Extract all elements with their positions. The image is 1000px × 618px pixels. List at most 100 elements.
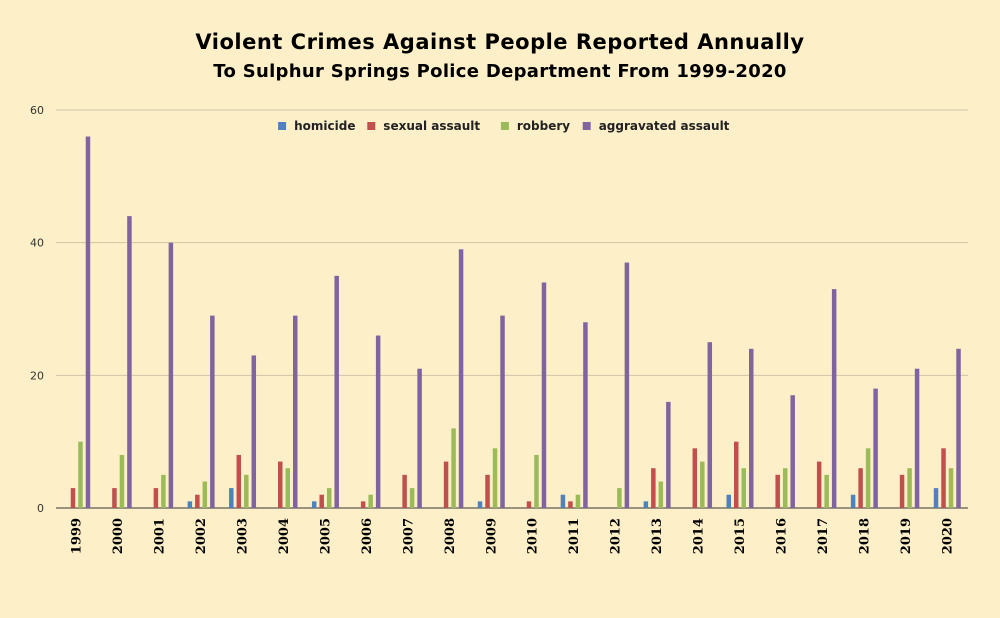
bar-robbery — [948, 468, 954, 508]
bar-homicide — [850, 494, 856, 508]
legend-swatch — [367, 122, 376, 130]
bar-aggravated-assault — [293, 315, 298, 508]
bar-aggravated-assault — [914, 368, 920, 508]
bar-robbery — [534, 454, 539, 508]
bar-robbery — [244, 474, 249, 508]
bar-sexual-assault — [775, 474, 780, 508]
x-tick-label: 2007 — [401, 518, 416, 554]
bar-aggravated-assault — [707, 342, 713, 508]
bar-sexual-assault — [402, 474, 407, 508]
bar-sexual-assault — [112, 488, 117, 508]
bar-robbery — [617, 488, 622, 508]
x-tick-label: 2015 — [733, 518, 748, 554]
bar-robbery — [741, 468, 746, 508]
bar-homicide — [933, 488, 939, 508]
x-tick-label: 2001 — [153, 518, 168, 554]
chart-subtitle: To Sulphur Springs Police Department Fro… — [213, 61, 787, 82]
y-tick-label: 0 — [37, 502, 44, 515]
bar-homicide — [229, 488, 234, 508]
bar-sexual-assault — [153, 488, 159, 508]
bar-aggravated-assault — [956, 348, 961, 508]
x-tick-label: 2014 — [692, 518, 707, 554]
bar-robbery — [202, 481, 208, 508]
x-tick-label: 2011 — [567, 518, 582, 554]
bar-aggravated-assault — [624, 262, 630, 508]
x-tick-label: 2003 — [236, 518, 251, 554]
bar-aggravated-assault — [251, 355, 257, 508]
bar-aggravated-assault — [666, 401, 671, 508]
bar-aggravated-assault — [500, 315, 505, 508]
bar-aggravated-assault — [334, 275, 339, 508]
bar-robbery — [326, 488, 332, 508]
bar-aggravated-assault — [210, 315, 215, 508]
legend-label: sexual assault — [383, 119, 480, 133]
bar-sexual-assault — [651, 468, 656, 508]
bar-homicide — [187, 501, 193, 508]
bar-aggravated-assault — [749, 348, 754, 508]
bar-aggravated-assault — [831, 289, 837, 508]
bar-aggravated-assault — [458, 249, 464, 509]
bar-aggravated-assault — [85, 136, 91, 509]
bar-aggravated-assault — [583, 322, 588, 508]
bar-robbery — [368, 494, 373, 508]
x-tick-label: 2016 — [774, 518, 789, 554]
bar-sexual-assault — [734, 441, 739, 508]
bar-sexual-assault — [526, 501, 532, 508]
bar-sexual-assault — [278, 461, 283, 508]
bar-aggravated-assault — [375, 335, 381, 508]
bar-sexual-assault — [692, 448, 698, 508]
x-tick-label: 2002 — [194, 518, 209, 554]
bar-sexual-assault — [941, 448, 946, 508]
bar-sexual-assault — [236, 454, 242, 508]
bar-sexual-assault — [485, 474, 490, 508]
bar-robbery — [492, 448, 498, 508]
bar-robbery — [865, 448, 871, 508]
x-tick-label: 2000 — [111, 518, 126, 554]
bar-sexual-assault — [319, 494, 324, 508]
bar-aggravated-assault — [873, 388, 878, 508]
x-tick-label: 2008 — [443, 518, 458, 554]
x-tick-label: 2018 — [857, 518, 872, 554]
x-tick-label: 2006 — [360, 518, 375, 554]
bar-robbery — [161, 474, 166, 508]
bar-sexual-assault — [899, 474, 905, 508]
bar-sexual-assault — [816, 461, 822, 508]
bar-homicide — [643, 501, 649, 508]
legend-label: homicide — [294, 119, 355, 133]
bar-robbery — [409, 488, 415, 508]
bar-aggravated-assault — [790, 395, 795, 508]
bar-sexual-assault — [360, 501, 366, 508]
legend-label: aggravated assault — [599, 119, 730, 133]
bar-sexual-assault — [568, 501, 573, 508]
bar-robbery — [700, 461, 705, 508]
legend-swatch — [582, 122, 591, 130]
x-tick-label: 2013 — [650, 518, 665, 554]
legend-label: robbery — [517, 119, 570, 133]
bar-aggravated-assault — [417, 368, 422, 508]
bar-robbery — [658, 481, 664, 508]
bar-robbery — [78, 441, 83, 508]
x-tick-label: 2020 — [940, 518, 955, 554]
bar-homicide — [311, 501, 317, 508]
x-tick-label: 2010 — [526, 518, 541, 554]
bar-robbery — [575, 494, 581, 508]
x-tick-label: 2017 — [816, 518, 831, 554]
x-tick-label: 2005 — [318, 518, 333, 554]
bar-robbery — [907, 468, 912, 508]
bar-robbery — [451, 428, 456, 508]
bar-sexual-assault — [858, 468, 863, 508]
bar-sexual-assault — [70, 488, 76, 508]
x-tick-label: 2009 — [484, 518, 499, 554]
legend-swatch — [278, 122, 287, 130]
x-tick-label: 2004 — [277, 518, 292, 554]
bar-sexual-assault — [195, 494, 200, 508]
y-tick-label: 40 — [30, 237, 44, 250]
bar-aggravated-assault — [127, 216, 132, 508]
bar-homicide — [477, 501, 483, 508]
bar-aggravated-assault — [541, 282, 547, 508]
legend-swatch — [500, 122, 509, 130]
bar-homicide — [726, 494, 731, 508]
bar-homicide — [560, 494, 566, 508]
